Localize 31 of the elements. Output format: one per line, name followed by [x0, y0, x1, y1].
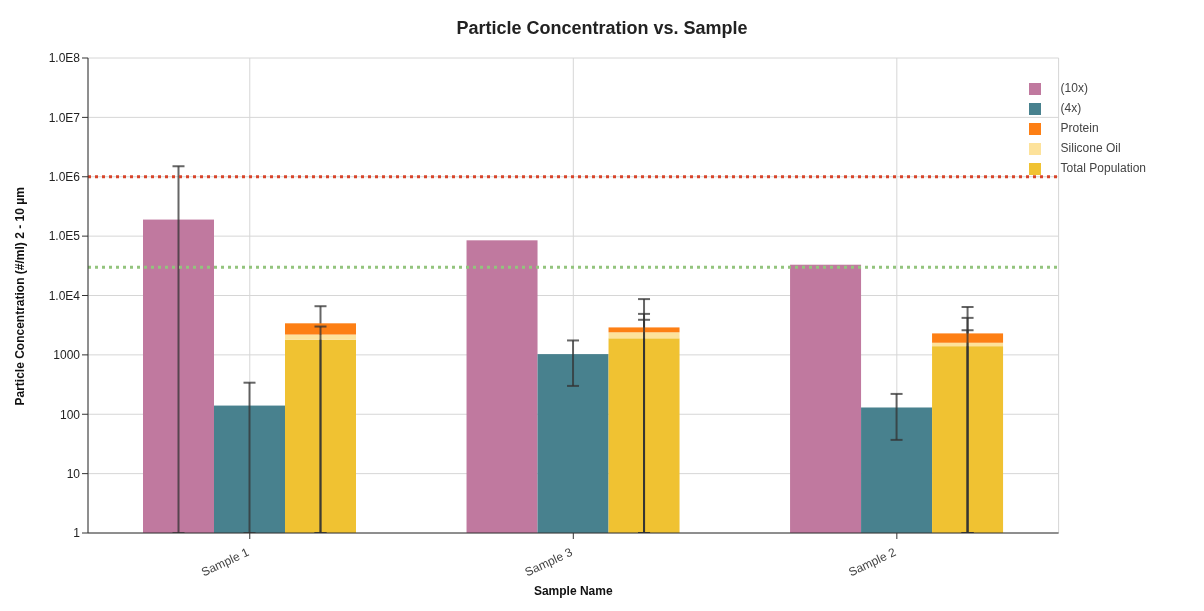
- bar: [608, 327, 680, 333]
- y-tick-label: 100: [59, 407, 81, 422]
- y-tick-label: 1.0E8: [48, 51, 81, 66]
- bar: [861, 407, 933, 533]
- bar: [932, 333, 1004, 343]
- legend-label: Silicone Oil: [1060, 141, 1121, 155]
- y-tick-label: 1.0E7: [48, 110, 81, 125]
- y-tick-label: 1: [73, 526, 81, 541]
- chart-title: Particle Concentration vs. Sample: [455, 18, 749, 39]
- bar: [285, 323, 356, 335]
- bar: [537, 354, 609, 533]
- y-tick-label: 1.0E5: [48, 229, 81, 244]
- legend-label: (10x): [1060, 81, 1088, 95]
- legend-label: (4x): [1060, 101, 1082, 115]
- legend-label: Total Population: [1060, 161, 1146, 175]
- bar: [466, 240, 538, 533]
- x-axis-title: Sample Name: [533, 584, 613, 598]
- y-tick-label: 10: [66, 466, 81, 481]
- bar: [285, 339, 356, 533]
- y-axis-title: Particle Concentration (#/ml) 2 - 10 µm: [13, 187, 28, 406]
- bar: [608, 332, 680, 339]
- bar: [790, 264, 862, 533]
- bar: [932, 346, 1004, 533]
- bar: [143, 219, 214, 533]
- y-tick-label: 1000: [53, 348, 81, 363]
- bar: [214, 405, 285, 533]
- legend-label: Protein: [1060, 121, 1099, 135]
- bar: [285, 334, 356, 340]
- y-tick-label: 1.0E4: [48, 288, 81, 303]
- y-tick-label: 1.0E6: [48, 170, 81, 185]
- bar: [608, 338, 680, 533]
